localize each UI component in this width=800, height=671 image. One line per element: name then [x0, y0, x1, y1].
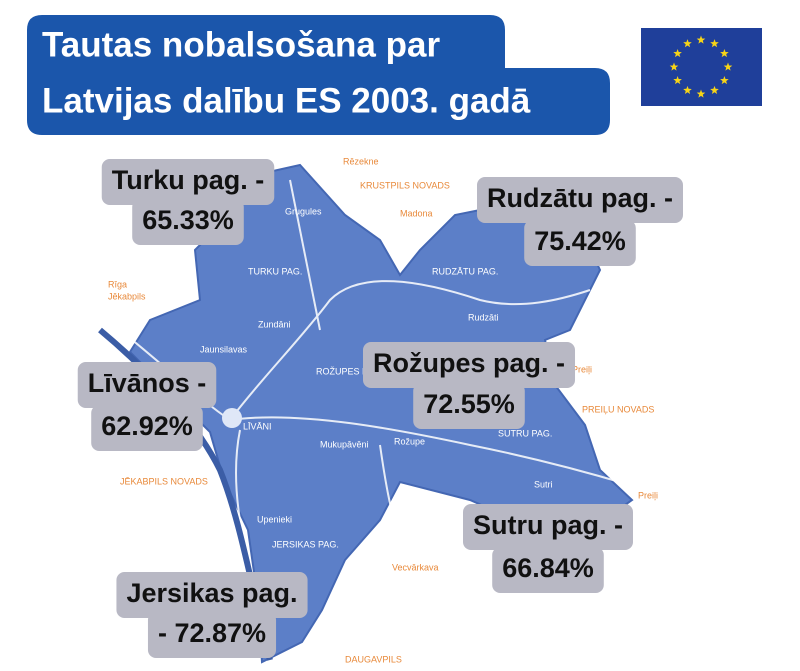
- place-name: KRUSTPILS NOVADS: [360, 180, 450, 190]
- star: [673, 49, 682, 58]
- place-name: Vecvārkava: [392, 562, 439, 572]
- place-name: JĒKABPILS NOVADS: [120, 476, 208, 486]
- star: [683, 39, 692, 48]
- title-line: Tautas nobalsošana par: [42, 25, 440, 64]
- label-box: [132, 199, 244, 245]
- result-name: Rožupes pag. -: [373, 348, 565, 378]
- star: [696, 89, 706, 98]
- label-box: [524, 220, 636, 266]
- result-value: 66.84%: [502, 553, 594, 583]
- place-name: Upenieki: [257, 514, 292, 524]
- label-box: [91, 405, 203, 451]
- place-name: DAUGAVPILS: [345, 654, 402, 664]
- place-name: Madona: [400, 208, 433, 218]
- place-name: ROŽUPES PAG.: [316, 366, 383, 376]
- result-label: Līvānos - 62.92%: [77, 362, 217, 451]
- place-name: LĪVĀNI: [243, 421, 272, 431]
- place-name: Mukupāvēni: [320, 439, 369, 449]
- result-value: - 72.87%: [158, 618, 266, 648]
- label-box: [492, 547, 604, 593]
- place-name: Grugules: [285, 206, 322, 216]
- result-label: Sutru pag. - 66.84%: [463, 504, 633, 593]
- town-marker: [222, 408, 242, 428]
- place-name: Preiļi: [638, 490, 658, 500]
- result-label: Jersikas pag. - 72.87%: [116, 572, 308, 658]
- star: [720, 49, 729, 58]
- label-box: [147, 612, 277, 658]
- result-name: Līvānos -: [88, 368, 207, 398]
- star: [710, 39, 719, 48]
- label-box: [463, 504, 633, 550]
- result-value: 75.42%: [534, 226, 626, 256]
- label-box: [413, 383, 525, 429]
- star: [710, 85, 719, 94]
- place-name: SUTRU PAG.: [498, 428, 552, 438]
- result-value: 65.33%: [142, 205, 234, 235]
- place-name: TURKU PAG.: [248, 266, 302, 276]
- place-name: Jēkabpils: [108, 291, 146, 301]
- place-name: Sutri: [534, 479, 553, 489]
- place-name: Rudzāti: [468, 312, 499, 322]
- label-box: [362, 342, 576, 388]
- label-box: [101, 159, 275, 205]
- place-name: Rīga: [108, 279, 127, 289]
- star: [723, 62, 733, 71]
- eu-flag: [641, 28, 762, 106]
- result-name: Turku pag. -: [112, 165, 265, 195]
- place-name: JERSIKAS PAG.: [272, 539, 339, 549]
- star: [683, 85, 692, 94]
- label-box: [77, 362, 217, 408]
- star: [669, 62, 679, 71]
- place-name: Rēzekne: [343, 156, 379, 166]
- place-name: Preiļi: [572, 364, 592, 374]
- result-value: 72.55%: [423, 389, 515, 419]
- result-value: 62.92%: [101, 411, 193, 441]
- place-name: RUDZĀTU PAG.: [432, 266, 498, 276]
- place-name: PREIĻU NOVADS: [582, 404, 654, 414]
- title-box: [27, 15, 610, 135]
- result-label: Rudzātu pag. - 75.42%: [477, 177, 683, 266]
- result-name: Sutru pag. -: [473, 510, 623, 540]
- star: [696, 35, 706, 44]
- star: [720, 76, 729, 85]
- result-label: Turku pag. - 65.33%: [101, 159, 275, 245]
- result-label: Rožupes pag. - 72.55%: [362, 342, 576, 429]
- place-name: Rožupe: [394, 436, 425, 446]
- result-name: Rudzātu pag. -: [487, 183, 673, 213]
- place-name: Jaunsilavas: [200, 344, 248, 354]
- star: [673, 76, 682, 85]
- title-line: Latvijas dalību ES 2003. gadā: [42, 81, 531, 120]
- label-box: [477, 177, 683, 223]
- label-box: [116, 572, 308, 618]
- result-name: Jersikas pag.: [126, 578, 297, 608]
- place-name: Zundāni: [258, 319, 291, 329]
